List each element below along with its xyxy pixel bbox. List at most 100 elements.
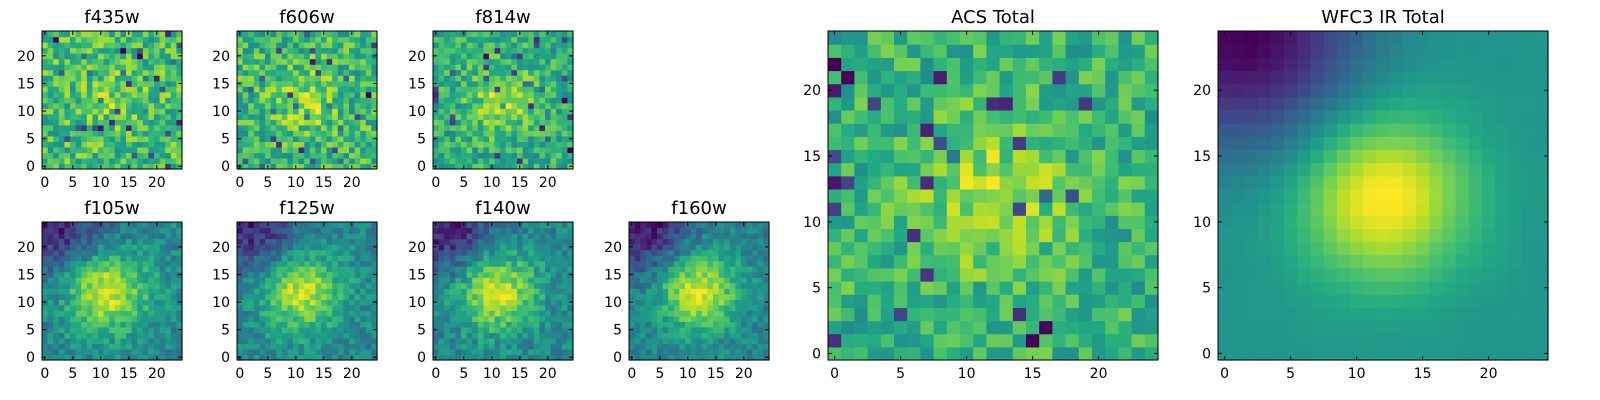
heatmap-cell	[640, 288, 647, 295]
heatmap-cell	[539, 310, 546, 317]
heatmap-cell	[629, 332, 636, 339]
heatmap-cell	[986, 267, 1001, 282]
heatmap-cell	[933, 149, 948, 164]
heatmap-cell	[444, 233, 451, 240]
heatmap-cell	[126, 97, 133, 104]
heatmap-cell	[741, 332, 748, 339]
heatmap-cell	[354, 332, 361, 339]
heatmap-cell	[455, 310, 462, 317]
heatmap-cell	[137, 293, 144, 300]
heatmap-cell	[309, 80, 316, 87]
heatmap-cell	[511, 102, 518, 109]
heatmap-cell	[170, 299, 177, 306]
heatmap-cell	[81, 53, 88, 60]
heatmap-cell	[645, 326, 652, 333]
heatmap-cell	[746, 222, 753, 229]
heatmap-cell	[154, 315, 161, 322]
heatmap-cell	[337, 97, 344, 104]
heatmap-cell	[657, 227, 664, 234]
heatmap-cell	[332, 102, 339, 109]
heatmap-cell	[86, 266, 93, 273]
heatmap-cell	[690, 277, 697, 284]
heatmap-cell	[332, 332, 339, 339]
heatmap-cell	[634, 326, 641, 333]
heatmap-cell	[545, 271, 552, 278]
heatmap-cell	[920, 333, 935, 348]
heatmap-cell	[58, 113, 65, 120]
heatmap-cell	[707, 348, 714, 356]
heatmap-cell	[673, 293, 680, 300]
heatmap-cell	[47, 304, 54, 311]
heatmap-cell	[109, 255, 116, 262]
heatmap-cell	[735, 304, 742, 311]
heatmap-cell	[270, 58, 277, 65]
heatmap-cell	[679, 233, 686, 240]
heatmap-cell	[287, 113, 294, 120]
heatmap-cell	[449, 163, 456, 170]
heatmap-cell	[131, 288, 138, 295]
heatmap-cell	[511, 91, 518, 98]
heatmap-cell	[287, 249, 294, 256]
heatmap-cell	[517, 97, 524, 104]
heatmap-cell	[309, 113, 316, 120]
heatmap-cell	[176, 58, 183, 65]
heatmap-cell	[500, 42, 507, 49]
heatmap-cell	[337, 31, 344, 38]
heatmap-cell	[120, 97, 127, 104]
heatmap-cell	[533, 282, 540, 289]
heatmap-cell	[567, 91, 574, 98]
heatmap-cell	[528, 86, 535, 93]
heatmap-cell	[634, 227, 641, 234]
heatmap-cell	[729, 321, 736, 328]
heatmap-cell	[265, 332, 272, 339]
heatmap-cell	[242, 348, 249, 356]
heatmap-cell	[86, 42, 93, 49]
heatmap-cell	[309, 47, 316, 54]
heatmap-cell	[365, 135, 372, 142]
heatmap-cell	[237, 255, 244, 262]
heatmap-cell	[483, 321, 490, 328]
heatmap-cell	[645, 310, 652, 317]
heatmap-cell	[360, 255, 367, 262]
heatmap-cell	[517, 282, 524, 289]
heatmap-cell	[696, 288, 703, 295]
heatmap-cell	[53, 36, 60, 43]
heatmap-cell	[472, 80, 479, 87]
heatmap-cell	[103, 260, 110, 267]
heatmap-cell	[53, 282, 60, 289]
heatmap-cell	[304, 108, 311, 115]
heatmap-cell	[92, 119, 99, 126]
heatmap-cell	[645, 271, 652, 278]
heatmap-cell	[522, 163, 529, 170]
heatmap-cell	[455, 124, 462, 131]
heatmap-cell	[170, 124, 177, 131]
heatmap-cell	[741, 271, 748, 278]
heatmap-cell	[253, 124, 260, 131]
heatmap-cell	[242, 58, 249, 65]
heatmap-cell	[494, 91, 501, 98]
heatmap-cell	[757, 315, 764, 322]
heatmap-cell	[494, 321, 501, 328]
heatmap-cell	[483, 124, 490, 131]
heatmap-cell	[1144, 294, 1159, 308]
heatmap-cell	[539, 326, 546, 333]
heatmap-cell	[253, 119, 260, 126]
heatmap-cell	[757, 293, 764, 300]
heatmap-cell	[539, 124, 546, 131]
heatmap-cell	[477, 277, 484, 284]
heatmap-cell	[461, 321, 468, 328]
heatmap-cell	[668, 304, 675, 311]
heatmap-cell	[533, 238, 540, 245]
heatmap-cell	[371, 102, 378, 109]
heatmap-cell	[332, 304, 339, 311]
heatmap-cell	[64, 163, 71, 170]
heatmap-cell	[259, 75, 266, 82]
heatmap-cell	[1105, 215, 1119, 229]
heatmap-cell	[304, 288, 311, 295]
heatmap-cell	[259, 130, 266, 137]
heatmap-cell	[1092, 202, 1106, 216]
panel-title: f814w	[475, 7, 530, 28]
heatmap-cell	[662, 293, 669, 300]
y-tick-label: 15	[408, 76, 426, 92]
heatmap-cell	[651, 348, 658, 356]
